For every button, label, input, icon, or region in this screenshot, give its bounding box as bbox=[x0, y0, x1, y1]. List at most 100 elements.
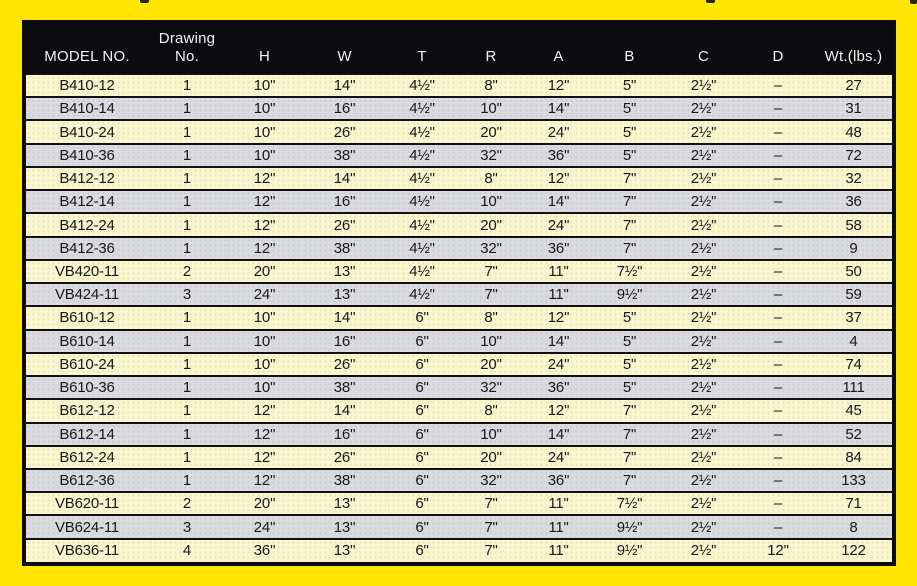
cell-drawing_no: 3 bbox=[148, 282, 226, 307]
table-row-B612-36: B612-36 1 12" 38" 6" 32" 36" 7" 2½" –133 bbox=[26, 467, 892, 493]
cell-d: – bbox=[741, 328, 815, 353]
cell-d: – bbox=[741, 189, 815, 214]
cell-c: 2½" bbox=[666, 398, 741, 423]
cell-wt: 4 bbox=[815, 328, 892, 353]
cell-t: 4½" bbox=[386, 235, 458, 260]
cell-c: 2½" bbox=[666, 375, 741, 400]
cell-a: 12" bbox=[524, 398, 593, 423]
cell-t: 4½" bbox=[386, 72, 458, 98]
cell-t: 6" bbox=[386, 491, 458, 516]
cell-d: – bbox=[741, 398, 815, 423]
cell-c: 2½" bbox=[666, 282, 741, 307]
cell-d: – bbox=[741, 142, 815, 167]
cell-model: B610-36 bbox=[26, 375, 148, 400]
cell-model: B610-14 bbox=[26, 328, 148, 353]
cell-t: 6" bbox=[386, 398, 458, 423]
cell-wt: 133 bbox=[815, 467, 892, 493]
table-row-B410-24: B410-24 1 10" 26" 4½" 20" 24" 5" 2½" –48 bbox=[26, 119, 892, 144]
cell-r: 10" bbox=[458, 189, 524, 214]
cell-h: 12" bbox=[226, 189, 303, 214]
header-row: MODEL NO. Drawing No. H W T R A B C D Wt.(lbs.) bbox=[26, 22, 892, 74]
cell-t: 4½" bbox=[386, 212, 458, 237]
cell-d: – bbox=[741, 258, 815, 284]
header-cell-r: R bbox=[458, 22, 524, 74]
cell-model: B410-24 bbox=[26, 119, 148, 144]
cell-drawing_no: 1 bbox=[148, 467, 226, 493]
cell-model: B610-24 bbox=[26, 351, 148, 377]
cell-c: 2½" bbox=[666, 421, 741, 446]
cell-wt: 122 bbox=[815, 537, 892, 562]
cell-h: 12" bbox=[226, 444, 303, 469]
cell-d: – bbox=[741, 491, 815, 516]
cell-a: 14" bbox=[524, 189, 593, 214]
table-row-VB624-11: VB624-11 3 24" 13" 6" 7" 11" 9½" 2½" –8 bbox=[26, 514, 892, 539]
cell-b: 9½" bbox=[593, 537, 666, 562]
cell-drawing_no: 1 bbox=[148, 421, 226, 446]
cell-drawing_no: 1 bbox=[148, 119, 226, 144]
cell-wt: 36 bbox=[815, 189, 892, 214]
cell-d: – bbox=[741, 351, 815, 377]
cell-h: 10" bbox=[226, 119, 303, 144]
cell-d: – bbox=[741, 96, 815, 121]
cell-model: B410-14 bbox=[26, 96, 148, 121]
table-row-B610-36: B610-36 1 10" 38" 6" 32" 36" 5" 2½" –111 bbox=[26, 375, 892, 400]
cell-r: 10" bbox=[458, 421, 524, 446]
cell-r: 32" bbox=[458, 142, 524, 167]
cell-c: 2½" bbox=[666, 258, 741, 284]
table-row-B410-12: B410-12 1 10" 14" 4½" 8" 12" 5" 2½" –27 bbox=[26, 72, 892, 98]
cell-d: – bbox=[741, 421, 815, 446]
cell-a: 11" bbox=[524, 514, 593, 539]
cell-wt: 58 bbox=[815, 212, 892, 237]
spec-table: MODEL NO. Drawing No. H W T R A B C D Wt.(lbs.) B4… bbox=[26, 22, 892, 562]
cell-model: B412-14 bbox=[26, 189, 148, 214]
cell-drawing_no: 2 bbox=[148, 491, 226, 516]
cell-drawing_no: 1 bbox=[148, 212, 226, 237]
cell-a: 14" bbox=[524, 96, 593, 121]
cell-drawing_no: 1 bbox=[148, 305, 226, 330]
cell-model: B610-12 bbox=[26, 305, 148, 330]
cell-wt: 71 bbox=[815, 491, 892, 516]
cell-r: 20" bbox=[458, 444, 524, 469]
header-cell-a: A bbox=[524, 22, 593, 74]
cell-d: – bbox=[741, 514, 815, 539]
cell-wt: 59 bbox=[815, 282, 892, 307]
cell-w: 26" bbox=[303, 444, 386, 469]
cell-drawing_no: 1 bbox=[148, 165, 226, 191]
cell-r: 8" bbox=[458, 398, 524, 423]
cell-b: 5" bbox=[593, 119, 666, 144]
cell-r: 7" bbox=[458, 491, 524, 516]
cell-b: 9½" bbox=[593, 282, 666, 307]
cell-b: 5" bbox=[593, 96, 666, 121]
cell-c: 2½" bbox=[666, 328, 741, 353]
cell-h: 12" bbox=[226, 467, 303, 493]
table-row-B412-14: B412-14 1 12" 16" 4½" 10" 14" 7" 2½" –36 bbox=[26, 189, 892, 214]
header-cell-c: C bbox=[666, 22, 741, 74]
cell-drawing_no: 1 bbox=[148, 398, 226, 423]
cell-d: – bbox=[741, 235, 815, 260]
cell-w: 14" bbox=[303, 165, 386, 191]
cell-h: 10" bbox=[226, 72, 303, 98]
cell-r: 20" bbox=[458, 351, 524, 377]
cell-c: 2½" bbox=[666, 491, 741, 516]
cell-model: B412-24 bbox=[26, 212, 148, 237]
cell-a: 24" bbox=[524, 212, 593, 237]
cell-model: B612-14 bbox=[26, 421, 148, 446]
cell-b: 7½" bbox=[593, 258, 666, 284]
cell-drawing_no: 1 bbox=[148, 72, 226, 98]
cell-t: 6" bbox=[386, 514, 458, 539]
header-cell-w: W bbox=[303, 22, 386, 74]
cell-t: 4½" bbox=[386, 165, 458, 191]
cell-w: 16" bbox=[303, 328, 386, 353]
cell-b: 9½" bbox=[593, 514, 666, 539]
cell-w: 13" bbox=[303, 491, 386, 516]
cell-r: 20" bbox=[458, 212, 524, 237]
cell-r: 7" bbox=[458, 258, 524, 284]
cell-h: 12" bbox=[226, 165, 303, 191]
cell-w: 13" bbox=[303, 282, 386, 307]
cell-wt: 31 bbox=[815, 96, 892, 121]
cell-w: 13" bbox=[303, 514, 386, 539]
cell-h: 10" bbox=[226, 328, 303, 353]
cell-h: 12" bbox=[226, 421, 303, 446]
table-row-B612-12: B612-12 1 12" 14" 6" 8" 12" 7" 2½" –45 bbox=[26, 398, 892, 423]
cell-c: 2½" bbox=[666, 165, 741, 191]
